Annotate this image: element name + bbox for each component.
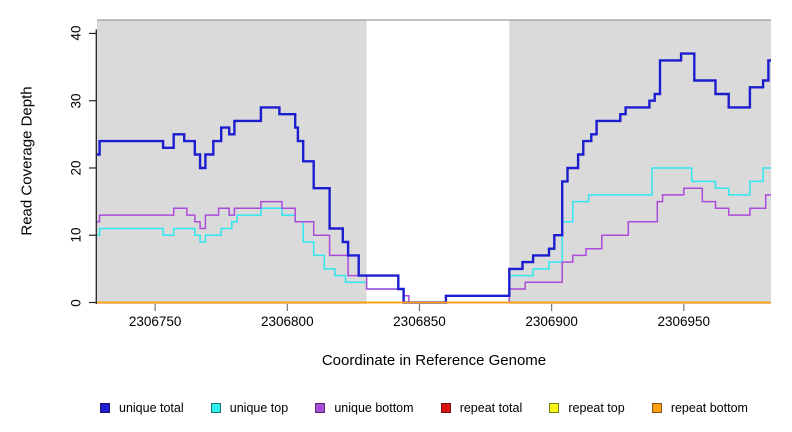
legend-label: repeat total <box>459 401 523 415</box>
legend-label: repeat bottom <box>670 401 748 415</box>
y-tick-label: 0 <box>68 298 84 307</box>
legend-swatch-icon <box>549 403 560 413</box>
x-tick-label: 2306750 <box>128 314 182 329</box>
x-tick-label: 2306800 <box>261 314 314 329</box>
legend-label: unique top <box>229 401 289 415</box>
legend-label: unique total <box>119 401 184 415</box>
legend-swatch-icon <box>440 403 451 413</box>
legend-item-unique-top: unique top <box>210 401 289 415</box>
legend-item-repeat-bottom: repeat bottom <box>651 401 748 415</box>
y-tick-label: 40 <box>68 25 84 41</box>
legend-swatch-icon <box>100 403 110 413</box>
x-axis-title: Coordinate in Reference Genome <box>321 352 547 369</box>
x-tick-label: 2306950 <box>657 314 711 329</box>
y-tick-label: 20 <box>68 160 84 176</box>
legend-item-unique-bottom: unique bottom <box>315 401 414 415</box>
highlight-band <box>366 20 510 304</box>
y-tick-label: 10 <box>68 227 84 243</box>
legend-label: repeat top <box>568 401 625 415</box>
legend-swatch-icon <box>210 403 221 413</box>
x-tick-label: 2306900 <box>525 314 578 329</box>
x-tick-label: 2306850 <box>393 314 446 329</box>
legend-label: unique bottom <box>334 401 414 415</box>
legend-item-unique-total: unique total <box>100 401 184 415</box>
series-line-unique-total <box>97 52 771 304</box>
y-axis-title: Read Coverage Depth <box>18 86 36 236</box>
legend: unique total unique top unique bottom repea… <box>100 398 748 418</box>
y-tick-label: 30 <box>68 93 84 109</box>
legend-swatch-icon <box>651 403 662 413</box>
legend-item-repeat-top: repeat top <box>549 401 625 415</box>
series-line-unique-top <box>97 167 771 304</box>
legend-item-repeat-total: repeat total <box>440 401 523 415</box>
legend-swatch-icon <box>315 403 326 413</box>
